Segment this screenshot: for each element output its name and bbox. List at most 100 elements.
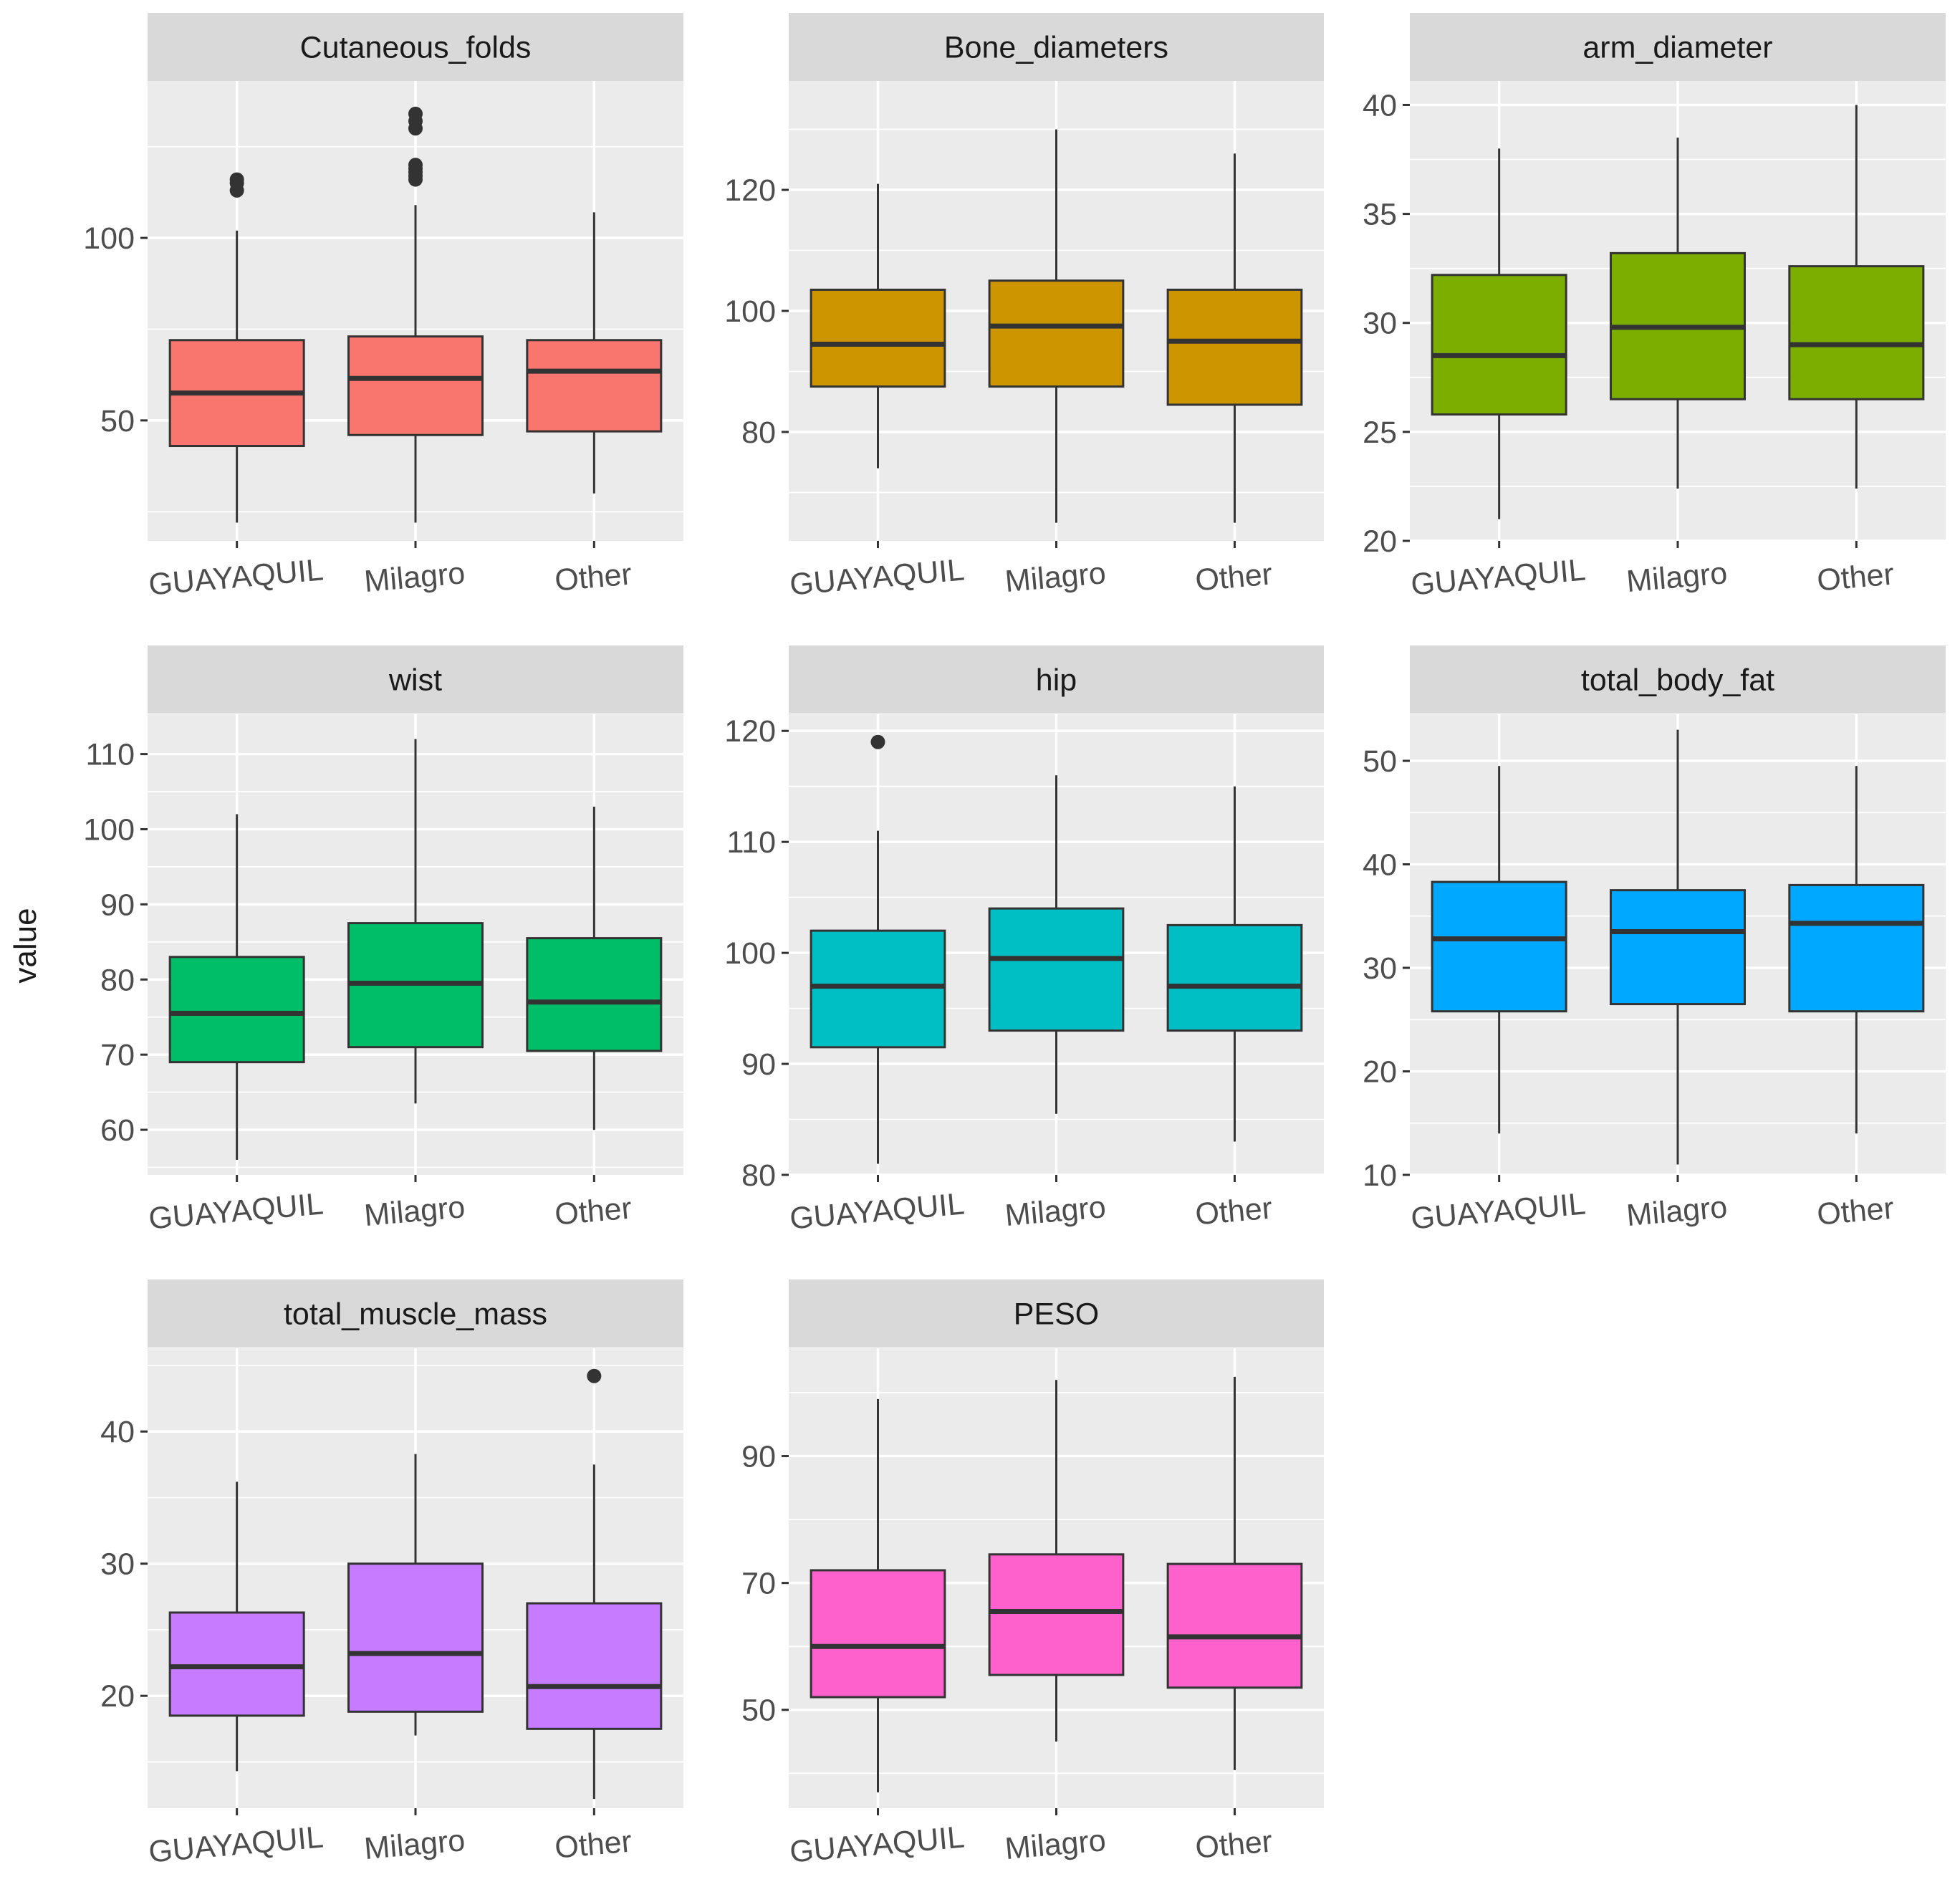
iqr-box xyxy=(526,937,663,1052)
y-tick-label: 35 xyxy=(1363,198,1397,232)
y-tick-label: 20 xyxy=(100,1679,135,1714)
y-tick-label: 60 xyxy=(100,1113,135,1148)
iqr-box xyxy=(1166,1562,1303,1689)
panel-strip xyxy=(789,1279,1324,1348)
y-tick-label: 30 xyxy=(100,1547,135,1582)
y-tick-label: 70 xyxy=(100,1038,135,1072)
y-tick-label: 30 xyxy=(1363,307,1397,341)
box-milagro xyxy=(1610,138,1746,489)
panel-title: wist xyxy=(388,663,442,698)
y-tick-label: 30 xyxy=(1363,951,1397,986)
iqr-box xyxy=(1166,923,1303,1032)
x-tick-label: Other xyxy=(553,1191,633,1231)
box-milagro xyxy=(347,739,484,1104)
box-guayaquil xyxy=(1431,766,1567,1134)
iqr-box xyxy=(168,956,305,1064)
iqr-box xyxy=(1431,880,1567,1013)
box-guayaquil xyxy=(810,1398,946,1792)
iqr-box xyxy=(1431,274,1567,416)
panel-strip xyxy=(148,13,683,81)
y-tick-label: 90 xyxy=(100,888,135,922)
panel-strip xyxy=(148,1279,683,1348)
box-other xyxy=(1166,153,1303,523)
box-guayaquil xyxy=(810,734,946,1164)
box-guayaquil xyxy=(168,1481,305,1772)
x-tick-label: Other xyxy=(1815,1191,1895,1231)
panel-title: total_body_fat xyxy=(1581,663,1774,698)
box-other xyxy=(1788,766,1925,1134)
y-tick-label: 90 xyxy=(741,1047,776,1082)
box-milagro xyxy=(347,1454,484,1736)
y-tick-label: 50 xyxy=(100,404,135,438)
y-tick-label: 80 xyxy=(741,1158,776,1193)
box-guayaquil xyxy=(810,183,946,469)
panel-title: Bone_diameters xyxy=(944,31,1168,65)
x-tick-label: Other xyxy=(1194,1191,1274,1231)
y-tick-label: 20 xyxy=(1363,524,1397,559)
panel-strip xyxy=(1410,13,1946,81)
box-guayaquil xyxy=(1431,148,1567,519)
iqr-box xyxy=(526,1602,663,1730)
y-tick-label: 20 xyxy=(1363,1055,1397,1090)
box-guayaquil xyxy=(168,814,305,1161)
y-tick-label: 120 xyxy=(724,714,776,749)
iqr-box xyxy=(526,339,663,433)
x-tick-label: Other xyxy=(1815,557,1895,597)
y-tick-label: 100 xyxy=(724,294,776,329)
y-tick-label: 10 xyxy=(1363,1158,1397,1193)
panel-strip xyxy=(1410,645,1946,714)
x-tick-label: Other xyxy=(1194,1824,1274,1865)
iqr-box xyxy=(1166,288,1303,406)
box-milagro xyxy=(988,1380,1125,1742)
iqr-box xyxy=(1610,889,1746,1006)
y-tick-label: 25 xyxy=(1363,416,1397,450)
box-milagro xyxy=(347,106,484,523)
iqr-box xyxy=(810,288,946,388)
panel-strip xyxy=(789,645,1324,714)
box-other xyxy=(1166,786,1303,1142)
y-tick-label: 100 xyxy=(83,812,135,847)
y-tick-label: 70 xyxy=(741,1567,776,1601)
box-other xyxy=(1788,105,1925,489)
iqr-box xyxy=(168,1611,305,1717)
iqr-box xyxy=(810,929,946,1049)
y-tick-label: 80 xyxy=(100,963,135,997)
iqr-box xyxy=(347,335,484,436)
panel-title: PESO xyxy=(1014,1297,1100,1332)
iqr-box xyxy=(347,1562,484,1713)
panel-strip xyxy=(148,645,683,714)
outlier-point xyxy=(587,1368,602,1383)
y-tick-label: 50 xyxy=(1363,744,1397,779)
box-other xyxy=(526,1368,663,1800)
x-tick-label: Other xyxy=(1194,557,1274,597)
box-milagro xyxy=(988,775,1125,1114)
outlier-point xyxy=(408,158,423,173)
iqr-box xyxy=(1788,265,1925,400)
iqr-box xyxy=(1788,883,1925,1013)
y-tick-label: 90 xyxy=(741,1440,776,1474)
iqr-box xyxy=(988,1553,1125,1676)
y-tick-label: 80 xyxy=(741,416,776,450)
iqr-box xyxy=(810,1569,946,1699)
y-tick-label: 120 xyxy=(724,173,776,208)
box-other xyxy=(526,212,663,494)
outlier-point xyxy=(870,734,885,749)
y-tick-label: 50 xyxy=(741,1694,776,1728)
panel-title: Cutaneous_folds xyxy=(300,31,532,65)
box-other xyxy=(1166,1376,1303,1770)
y-axis-title: value xyxy=(8,908,43,983)
iqr-box xyxy=(988,907,1125,1032)
panel-title: arm_diameter xyxy=(1582,31,1772,65)
y-tick-label: 110 xyxy=(85,738,135,772)
x-tick-label: Other xyxy=(553,1824,633,1865)
panel-strip xyxy=(789,13,1324,81)
y-tick-label: 40 xyxy=(1363,848,1397,883)
